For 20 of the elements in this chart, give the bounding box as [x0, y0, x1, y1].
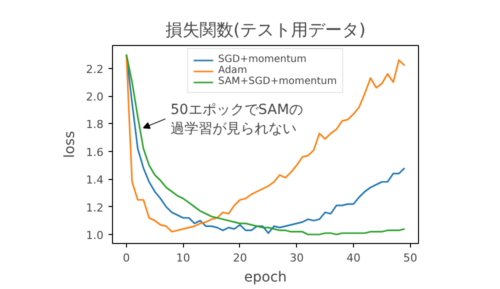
chart-title: 損失関数(テスト用データ) — [165, 20, 366, 40]
legend-label: SAM+SGD+momentum — [218, 76, 337, 87]
annotation: 50エポックでSAMの過学習が見られない — [170, 102, 304, 138]
x-tick-label: 20 — [232, 252, 247, 264]
y-tick-label: 1.4 — [86, 174, 104, 187]
y-tick-label: 1.0 — [86, 229, 104, 242]
x-tick-label: 40 — [346, 252, 360, 264]
y-tick-label: 1.8 — [86, 118, 104, 132]
legend-label: Adam — [218, 65, 248, 76]
x-tick-label: 10 — [176, 252, 190, 264]
y-axis-title: loss — [62, 130, 78, 158]
y-tick-label: 2.2 — [86, 62, 104, 76]
y-tick-label: 1.2 — [86, 201, 104, 214]
x-tick-label: 30 — [290, 252, 304, 264]
y-tick-label: 1.6 — [86, 146, 104, 159]
legend-label: SGD+momentum — [218, 54, 306, 65]
x-tick-label: 0 — [122, 252, 130, 264]
x-tick-label: 50 — [403, 252, 418, 264]
y-tick-label: 2.0 — [86, 90, 104, 104]
x-axis-title: epoch — [244, 270, 287, 286]
